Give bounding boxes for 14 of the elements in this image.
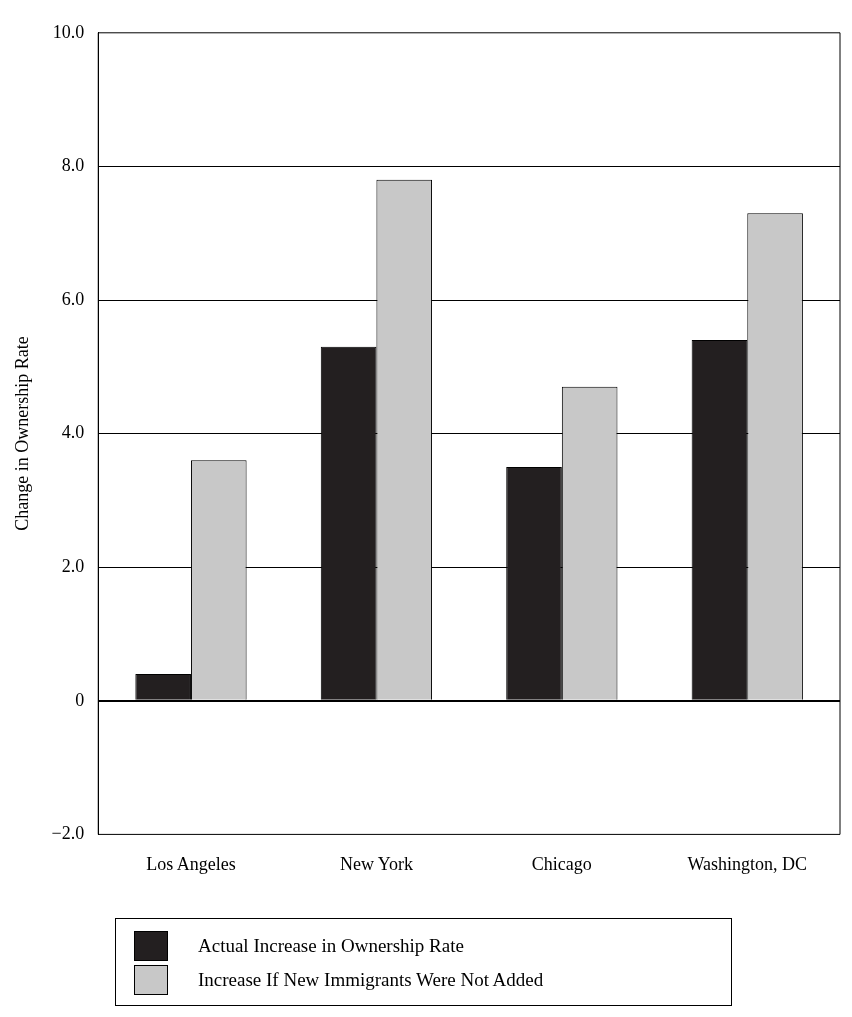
x-tick-label: Los Angeles — [146, 853, 236, 874]
y-tick-label: 8.0 — [61, 155, 85, 176]
x-tick-label: Washington, DC — [687, 853, 808, 874]
y-tick-label: 6.0 — [61, 288, 85, 309]
legend-label: Increase If New Immigrants Were Not Added — [198, 969, 544, 991]
y-tick-label: −2.0 — [51, 823, 85, 844]
x-tick-label: Chicago — [531, 853, 592, 874]
y-tick-label: 0 — [75, 689, 85, 710]
y-tick-label: 2.0 — [61, 555, 85, 576]
legend-label: Actual Increase in Ownership Rate — [198, 935, 464, 957]
y-axis-title: Change in Ownership Rate — [11, 336, 32, 531]
y-tick-label: 10.0 — [52, 21, 85, 42]
x-tick-label: New York — [339, 853, 413, 874]
y-tick-label: 4.0 — [61, 422, 85, 443]
